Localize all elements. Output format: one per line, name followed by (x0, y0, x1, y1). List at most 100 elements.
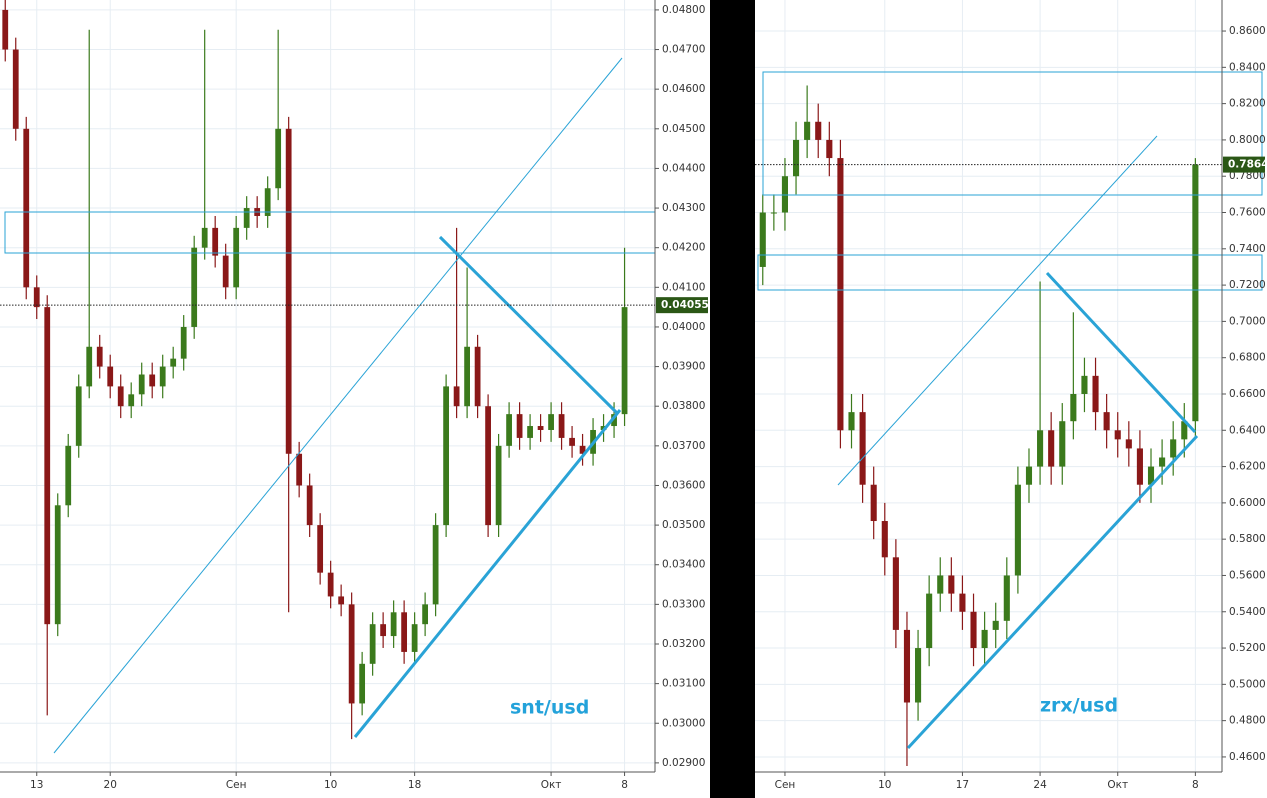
trendline (837, 135, 1158, 486)
candle-body (23, 128, 30, 288)
y-tick-label: 0.5600 (1229, 569, 1266, 581)
candle-body (1136, 448, 1143, 485)
candle-body (170, 358, 177, 367)
y-tick-label: 0.7800 (1229, 170, 1266, 182)
candle-body (453, 386, 460, 407)
candle-body (915, 648, 922, 703)
y-tick-label: 0.04400 (662, 162, 705, 174)
trendline (1045, 271, 1197, 434)
candle-body (128, 394, 135, 407)
y-tick-label: 0.6800 (1229, 352, 1266, 364)
candle-body (338, 596, 345, 605)
zone (762, 71, 1263, 196)
y-tick-label: 0.03000 (662, 717, 705, 729)
candle-body (527, 426, 533, 438)
candle-body (892, 557, 899, 630)
candle-body (390, 612, 397, 637)
candle-body (926, 593, 933, 649)
x-tick-label: 8 (1192, 779, 1199, 791)
candle-body (781, 176, 789, 213)
last-price-label: 0.7864 (1228, 159, 1267, 171)
candle-body (432, 525, 439, 605)
x-tick-label: 10 (878, 779, 891, 791)
y-tick-label: 0.6400 (1229, 424, 1266, 436)
y-tick-label: 0.8600 (1229, 25, 1266, 37)
y-tick-label: 0.03100 (662, 678, 705, 690)
candle-body (792, 139, 800, 177)
last-price-box (1223, 156, 1265, 173)
y-tick-label: 0.04800 (662, 4, 705, 16)
candle-body (569, 437, 575, 446)
y-tick-label: 0.03800 (662, 400, 705, 412)
y-tick-label: 0.6200 (1229, 461, 1266, 473)
candle-body (1048, 430, 1055, 467)
candle-body (1147, 466, 1155, 485)
candle-body (804, 121, 811, 140)
candle-body (485, 406, 491, 526)
candle-body (1181, 421, 1188, 440)
y-tick-label: 0.7400 (1229, 243, 1266, 255)
candle-body (348, 604, 355, 704)
candle-body (558, 414, 565, 438)
x-tick-label: 20 (104, 779, 117, 791)
candle-body (275, 128, 282, 189)
candle-body (191, 247, 198, 327)
candle-body (86, 346, 93, 387)
candle-body (317, 525, 324, 573)
candle-body (243, 208, 250, 228)
x-tick-label: 10 (324, 779, 337, 791)
candle-body (54, 505, 61, 625)
candle-body (579, 445, 586, 454)
candle-body (537, 426, 544, 430)
candle-body (1114, 430, 1121, 440)
candle-body (1014, 484, 1021, 576)
candle-body (621, 307, 628, 415)
candle-body (443, 386, 450, 526)
candle-body (1025, 466, 1033, 485)
candle-body (180, 326, 187, 359)
candle-body (474, 346, 481, 407)
candle-body (1003, 575, 1010, 621)
y-tick-label: 0.04500 (662, 123, 705, 135)
candle-body (296, 453, 303, 486)
y-tick-label: 0.5800 (1229, 533, 1266, 545)
x-tick-label: Сен (775, 779, 796, 791)
candle-body (12, 49, 19, 129)
candle-body (992, 620, 999, 630)
candle-body (2, 9, 9, 50)
y-tick-label: 0.04200 (662, 242, 705, 254)
candle-body (1059, 421, 1066, 467)
candle-body (33, 287, 40, 308)
candle-body (96, 346, 103, 367)
candle-body (837, 158, 844, 431)
candle-body (495, 445, 502, 526)
y-tick-label: 0.03400 (662, 559, 705, 571)
x-tick-label: 18 (408, 779, 421, 791)
y-tick-label: 0.04100 (662, 281, 705, 293)
candle-body (1037, 430, 1044, 467)
y-tick-label: 0.8200 (1229, 98, 1266, 110)
y-tick-label: 0.03900 (662, 361, 705, 373)
trendline (438, 235, 619, 415)
candle-body (959, 593, 966, 612)
candle-body (826, 139, 833, 159)
y-tick-label: 0.04600 (662, 83, 705, 95)
candle-body (948, 575, 955, 594)
x-tick-label: 24 (1033, 779, 1047, 791)
candle-body (1092, 375, 1099, 413)
candle-body (285, 128, 292, 454)
x-tick-label: 13 (30, 779, 43, 791)
candle-body (548, 414, 554, 430)
candle-body (759, 212, 766, 267)
y-tick-label: 0.04000 (662, 321, 705, 333)
candle-body (264, 188, 271, 216)
y-tick-label: 0.6000 (1229, 497, 1266, 509)
x-tick-label: Окт (1107, 779, 1128, 791)
candle-body (327, 572, 334, 597)
candle-body (75, 386, 82, 446)
candle-body (401, 612, 408, 652)
candle-body (516, 414, 523, 438)
candle-body (937, 575, 944, 594)
